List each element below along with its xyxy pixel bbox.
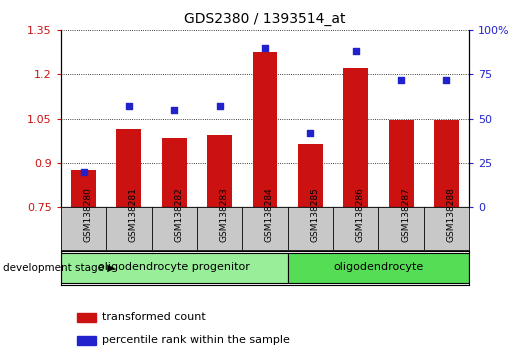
- Text: transformed count: transformed count: [102, 312, 206, 322]
- Text: GSM138281: GSM138281: [129, 187, 138, 242]
- Point: [306, 130, 315, 136]
- Bar: [388, 120, 413, 207]
- Text: GSM138284: GSM138284: [265, 187, 274, 242]
- Bar: [162, 138, 187, 207]
- Point: [351, 48, 360, 54]
- Point: [80, 169, 88, 175]
- Bar: [343, 68, 368, 207]
- Text: oligodendrocyte progenitor: oligodendrocyte progenitor: [99, 262, 250, 273]
- Point: [170, 107, 179, 113]
- Text: GSM138286: GSM138286: [356, 187, 365, 242]
- Bar: [252, 52, 278, 207]
- Text: development stage ▶: development stage ▶: [3, 263, 115, 273]
- Text: GSM138282: GSM138282: [174, 187, 183, 242]
- Point: [215, 103, 224, 109]
- Bar: [298, 144, 323, 207]
- Text: oligodendrocyte: oligodendrocyte: [333, 262, 423, 273]
- Text: GSM138285: GSM138285: [311, 187, 320, 242]
- Text: GSM138287: GSM138287: [401, 187, 410, 242]
- Point: [261, 45, 269, 51]
- Bar: [207, 135, 232, 207]
- Point: [442, 77, 450, 82]
- Point: [125, 103, 133, 109]
- Text: percentile rank within the sample: percentile rank within the sample: [102, 335, 289, 345]
- Bar: [77, 336, 95, 344]
- Text: GSM138280: GSM138280: [84, 187, 93, 242]
- Bar: [77, 313, 95, 322]
- Text: GSM138288: GSM138288: [446, 187, 455, 242]
- Text: GSM138283: GSM138283: [219, 187, 228, 242]
- Bar: [61, 253, 288, 283]
- Point: [397, 77, 405, 82]
- Bar: [117, 129, 142, 207]
- Bar: [71, 170, 96, 207]
- Bar: [434, 120, 459, 207]
- Title: GDS2380 / 1393514_at: GDS2380 / 1393514_at: [184, 12, 346, 26]
- Bar: [288, 253, 469, 283]
